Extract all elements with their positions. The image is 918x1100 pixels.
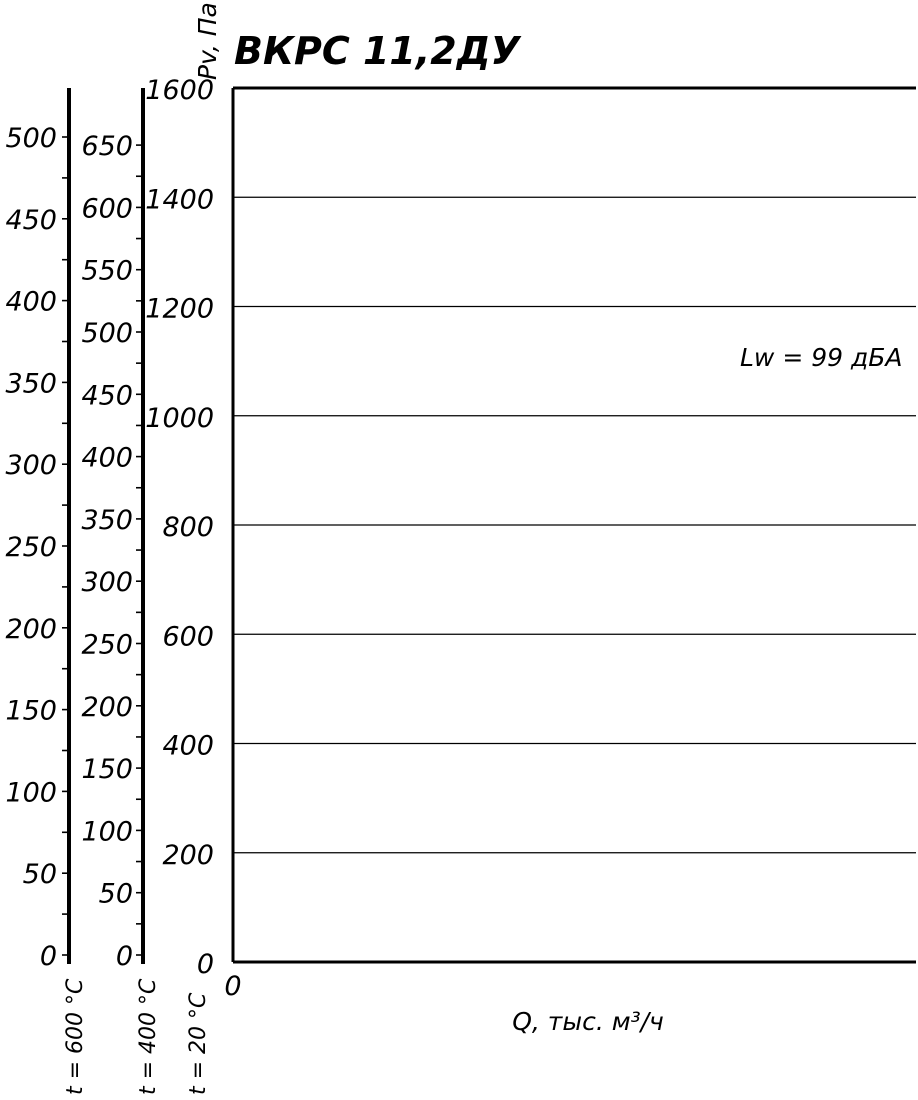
y-tick-label: 800 (162, 512, 214, 543)
scale-label-t400: 200 (81, 692, 133, 723)
scale-label-t600: 150 (5, 696, 57, 727)
scale-label-t400: 550 (81, 256, 133, 287)
scale-label-t600: 250 (5, 532, 57, 563)
axis-label-t20: t = 20 °С (186, 992, 211, 1095)
y-tick-label: 200 (162, 840, 214, 871)
axis-label-t600: t = 600 °С (63, 978, 88, 1095)
scale-label-t600: 450 (5, 205, 57, 236)
scale-label-t400: 350 (81, 505, 133, 536)
chart-title: ВКРС 11,2ДУ (234, 29, 522, 73)
y-tick-label: 1600 (145, 75, 214, 106)
scale-label-t400: 50 (99, 879, 133, 910)
sound-power-note: Lw = 99 дБА (740, 343, 903, 372)
scale-label-t600: 200 (5, 614, 57, 645)
scale-label-t400: 450 (81, 380, 133, 411)
scale-label-t600: 300 (5, 450, 57, 481)
grid-layer (233, 196, 916, 854)
scale-label-t600: 50 (23, 859, 57, 890)
y-tick-label: 0 (197, 949, 214, 980)
scale-label-t400: 650 (81, 131, 133, 162)
x-axis-title: Q, тыс. м³/ч (512, 1007, 664, 1036)
scale-label-t600: 500 (5, 123, 57, 154)
scale-label-t400: 250 (81, 630, 133, 661)
y-tick-label: 1200 (145, 294, 214, 325)
y-axis-title: Pv, Па (193, 2, 222, 80)
y-tick-label: 400 (162, 731, 214, 762)
x-tick-label: 0 (224, 971, 241, 1002)
axes-layer: 0102030405060700200400600800100012001400… (5, 75, 916, 1002)
axis-label-t400: t = 400 °С (136, 978, 161, 1095)
scale-label-t600: 0 (40, 941, 57, 972)
scale-label-t400: 400 (81, 443, 133, 474)
scale-label-t400: 300 (81, 567, 133, 598)
scale-label-t600: 350 (5, 368, 57, 399)
scale-label-t400: 100 (81, 816, 133, 847)
scale-label-t600: 400 (5, 287, 57, 318)
y-tick-label: 1000 (145, 403, 214, 434)
scale-label-t400: 150 (81, 754, 133, 785)
y-tick-label: 600 (162, 621, 214, 652)
scale-label-t400: 0 (116, 941, 133, 972)
scale-label-t400: 600 (81, 193, 133, 224)
scale-label-t600: 100 (5, 777, 57, 808)
y-tick-label: 1400 (145, 184, 214, 215)
scale-label-t400: 500 (81, 318, 133, 349)
